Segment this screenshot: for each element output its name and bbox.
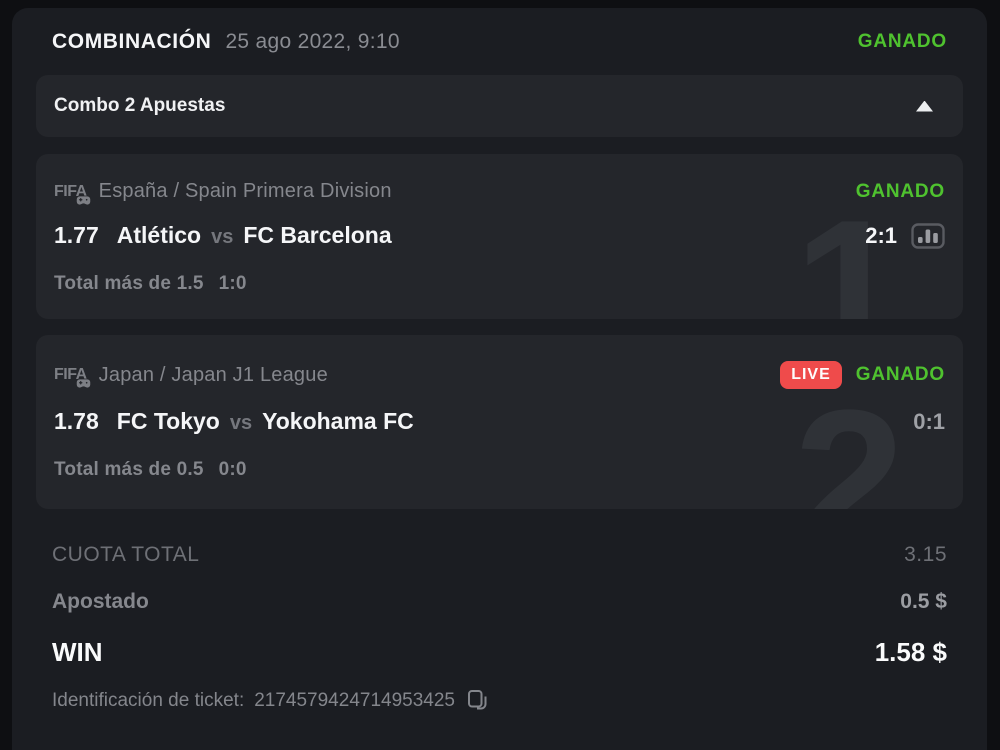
ticket-id-row: Identificación de ticket: 21745794247149… (52, 689, 947, 712)
total-odds-row: CUOTA TOTAL 3.15 (52, 543, 947, 567)
away-team: Yokohama FC (262, 408, 414, 434)
win-label: WIN (52, 637, 103, 667)
bet-odds: 1.78 (54, 408, 99, 434)
market-score: 0:0 (218, 459, 247, 480)
market-selection: Total más de 1.5 (54, 273, 204, 294)
ticket-header: COMBINACIÓN 25 ago 2022, 9:10 GANADO (36, 30, 963, 54)
stake-value: 0.5 $ (900, 590, 947, 613)
match-score: 0:1 (913, 408, 945, 434)
ticket-id-label: Identificación de ticket: (52, 689, 245, 711)
league-name: España / Spain Primera Division (98, 180, 392, 202)
bet-status-badge: GANADO (855, 364, 945, 385)
home-team: Atlético (116, 222, 202, 248)
bet-number-watermark: 1 (793, 179, 905, 320)
ticket-summary: CUOTA TOTAL 3.15 Apostado 0.5 $ WIN 1.58… (36, 525, 963, 712)
ticket-id-value: 2174579424714953425 (254, 689, 455, 711)
ticket-type-title: COMBINACIÓN (52, 30, 212, 53)
win-value: 1.58 $ (874, 637, 947, 667)
league-name: Japan / Japan J1 League (98, 363, 328, 386)
bet-number-watermark: 2 (793, 369, 905, 510)
bet-odds: 1.77 (54, 222, 99, 248)
match-score: 2:1 (865, 222, 897, 248)
market-score: 1:0 (218, 273, 247, 294)
vs-separator: vs (229, 412, 253, 434)
bet-ticket-panel: COMBINACIÓN 25 ago 2022, 9:10 GANADO Com… (12, 8, 987, 750)
total-odds-value: 3.15 (904, 543, 947, 566)
away-team: FC Barcelona (243, 222, 392, 248)
gamepad-icon (75, 378, 91, 389)
stake-row: Apostado 0.5 $ (52, 590, 947, 614)
fifa-esports-icon: FIFA (54, 183, 91, 205)
combo-collapse-bar[interactable]: Combo 2 Apuestas (36, 75, 963, 137)
total-odds-label: CUOTA TOTAL (52, 543, 200, 566)
combo-label: Combo 2 Apuestas (54, 95, 226, 116)
vs-separator: vs (211, 226, 234, 248)
collapse-triangle-icon[interactable] (916, 100, 933, 112)
bet-status-badge: GANADO (855, 180, 945, 202)
live-badge: LIVE (780, 361, 842, 389)
market-selection: Total más de 0.5 (54, 459, 204, 480)
win-row: WIN 1.58 $ (52, 637, 947, 668)
stats-icon[interactable] (911, 222, 945, 249)
fifa-esports-icon: FIFA (54, 366, 91, 389)
bet-card-1: 1 FIFA España / Spain Primera Division G… (36, 154, 963, 319)
bet-card-2: 2 FIFA Japan / Japan J1 League LIVE GANA… (36, 335, 963, 509)
gamepad-icon (75, 195, 91, 205)
home-team: FC Tokyo (116, 408, 220, 434)
ticket-status-badge: GANADO (857, 31, 947, 52)
ticket-date: 25 ago 2022, 9:10 (225, 30, 400, 53)
copy-icon[interactable] (467, 689, 488, 712)
stake-label: Apostado (52, 590, 149, 613)
